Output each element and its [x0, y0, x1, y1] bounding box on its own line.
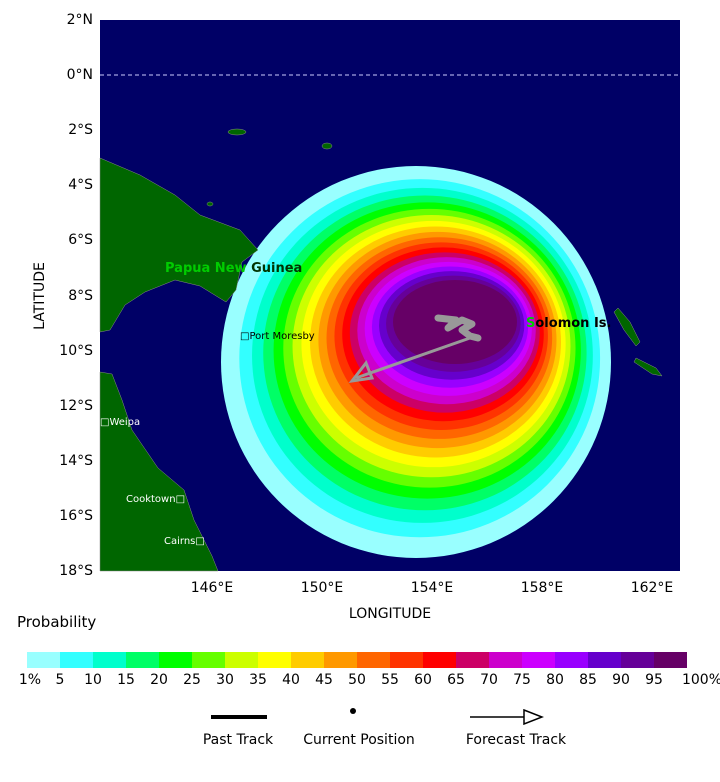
past-track-label: Past Track: [202, 732, 274, 748]
colorbar-swatch: [159, 652, 192, 668]
colorbar-swatch: [291, 652, 324, 668]
colorbar-label: 60: [414, 672, 432, 688]
past-track-symbol: [211, 715, 267, 719]
forecast-track: [348, 336, 471, 384]
colorbar-swatch: [588, 652, 621, 668]
label-cairns: Cairns□: [164, 536, 205, 547]
colorbar-swatch: [27, 652, 60, 668]
colorbar-swatch: [258, 652, 291, 668]
lon-tick-label: 150°E: [300, 580, 344, 596]
colorbar-label: 40: [282, 672, 300, 688]
colorbar-swatch: [93, 652, 126, 668]
lat-tick-label: 14°S: [59, 452, 93, 469]
colorbar-swatch: [621, 652, 654, 668]
colorbar-label: 5: [55, 672, 65, 688]
lat-tick-label: 10°S: [59, 342, 93, 359]
colorbar-swatch: [555, 652, 588, 668]
colorbar-label: 90: [612, 672, 630, 688]
lat-tick-label: 2°S: [68, 122, 93, 139]
lon-tick-label: 146°E: [190, 580, 234, 596]
colorbar-label: 50: [348, 672, 366, 688]
lat-tick-label: 18°S: [59, 563, 93, 579]
lon-tick-label: 154°E: [410, 580, 454, 596]
current-position-label: Current Position: [303, 732, 415, 748]
colorbar-label: 100%: [681, 672, 720, 688]
x-axis-label: LONGITUDE: [348, 606, 432, 622]
colorbar-swatch: [324, 652, 357, 668]
colorbar-label: 20: [150, 672, 168, 688]
label-port-moresby: □Port Moresby: [240, 331, 315, 342]
colorbar-label: 65: [447, 672, 465, 688]
colorbar-label: 55: [381, 672, 399, 688]
legend-title: Probability: [17, 613, 97, 631]
australia-land: [99, 371, 219, 572]
lat-tick-label: 12°S: [59, 397, 93, 414]
colorbar-swatch: [456, 652, 489, 668]
colorbar-label: 15: [117, 672, 135, 688]
lat-tick-label: 8°S: [68, 287, 93, 304]
new-guinea-land: [99, 157, 259, 333]
colorbar-label: 70: [480, 672, 498, 688]
map-frame[interactable]: [100, 20, 680, 571]
colorbar-swatch: [225, 652, 258, 668]
colorbar-label: 80: [546, 672, 564, 688]
label-solomon-islands: Solomon Is.: [526, 316, 612, 331]
colorbar-label: 25: [183, 672, 201, 688]
label-papua-new-guinea: Papua New Guinea: [165, 261, 303, 276]
label-cooktown: Cooktown□: [126, 494, 186, 505]
colorbar-swatch: [60, 652, 93, 668]
colorbar-label: 35: [249, 672, 267, 688]
lat-tick-label: 4°S: [68, 177, 93, 194]
land: [99, 128, 663, 572]
lat-tick-label: 2°N: [66, 12, 93, 28]
label-weipa: □Weipa: [100, 417, 141, 428]
probability-rings: [221, 166, 611, 558]
colorbar-swatch: [654, 652, 687, 668]
colorbar-label: 10: [84, 672, 102, 688]
colorbar-swatch: [390, 652, 423, 668]
colorbar-label: 30: [216, 672, 234, 688]
lon-tick-label: 158°E: [520, 580, 564, 596]
lat-tick-label: 16°S: [59, 507, 93, 524]
colorbar-swatch: [423, 652, 456, 668]
colorbar-swatch: [357, 652, 390, 668]
past-track: [434, 314, 482, 342]
lon-tick-label: 162°E: [630, 580, 674, 596]
forecast-track-symbol: [470, 709, 544, 725]
colorbar-swatch: [126, 652, 159, 668]
colorbar-swatch: [489, 652, 522, 668]
y-axis-label: LATITUDE: [32, 262, 48, 330]
colorbar-label: 1%: [18, 672, 42, 688]
colorbar-label: 75: [513, 672, 531, 688]
colorbar-swatch: [522, 652, 555, 668]
colorbar-swatch: [192, 652, 225, 668]
current-position-symbol: [350, 708, 356, 714]
forecast-track-label: Forecast Track: [465, 732, 567, 748]
lat-tick-label: 0°N: [66, 67, 93, 84]
colorbar-label: 45: [315, 672, 333, 688]
colorbar-label: 95: [645, 672, 663, 688]
solomon-island: [613, 307, 641, 347]
lat-tick-label: 6°S: [68, 232, 93, 249]
colorbar-label: 85: [579, 672, 597, 688]
